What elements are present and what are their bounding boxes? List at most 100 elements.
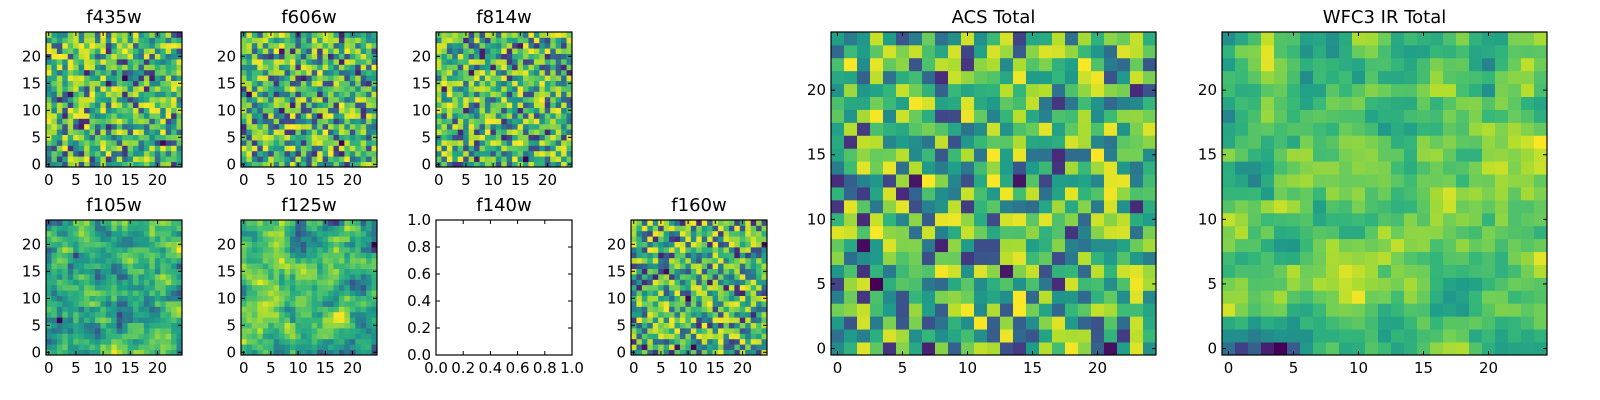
- x-tick-label: 20: [343, 359, 362, 377]
- heatmap-cell: [674, 268, 681, 275]
- heatmap-cell: [279, 32, 285, 38]
- heatmap-cell: [84, 274, 90, 280]
- heatmap-cell: [127, 295, 134, 302]
- heatmap-cell: [311, 274, 318, 280]
- heatmap-cell: [935, 290, 949, 304]
- heatmap-cell: [94, 140, 101, 146]
- heatmap-cell: [739, 279, 746, 286]
- heatmap-cell: [506, 80, 513, 87]
- heatmap-cell: [495, 42, 502, 49]
- heatmap-cell: [1521, 303, 1535, 317]
- heatmap-cell: [669, 349, 675, 356]
- heatmap-cell: [67, 150, 74, 157]
- heatmap-cell: [176, 279, 183, 286]
- heatmap-cell: [679, 274, 686, 280]
- heatmap-cell: [111, 230, 118, 237]
- heatmap-cell: [295, 113, 302, 119]
- heatmap-cell: [328, 301, 334, 307]
- heatmap-cell: [1039, 135, 1053, 149]
- heatmap-cell: [149, 263, 156, 269]
- heatmap-cell: [268, 252, 275, 259]
- heatmap-cell: [257, 37, 264, 44]
- heatmap-cell: [761, 252, 768, 259]
- heatmap-cell: [685, 338, 692, 345]
- heatmap-cell: [122, 279, 128, 286]
- heatmap-cell: [268, 53, 275, 60]
- heatmap-cell: [948, 122, 962, 136]
- heatmap-cell: [122, 236, 128, 242]
- heatmap-cell: [544, 156, 551, 162]
- heatmap-cell: [641, 247, 648, 253]
- heatmap-cell: [857, 187, 871, 201]
- heatmap-cell: [690, 290, 697, 296]
- heatmap-cell: [165, 91, 172, 98]
- heatmap-cell: [143, 102, 150, 108]
- heatmap-cell: [143, 279, 150, 286]
- heatmap-cell: [371, 306, 378, 313]
- heatmap-cell: [1326, 251, 1340, 265]
- heatmap-cell: [100, 252, 107, 259]
- heatmap-cell: [441, 32, 448, 38]
- heatmap-cell: [176, 69, 183, 76]
- heatmap-cell: [1430, 174, 1444, 188]
- heatmap-cell: [322, 107, 329, 114]
- heatmap-cell: [360, 118, 367, 125]
- heatmap-cell: [273, 306, 280, 313]
- heatmap-cell: [262, 96, 269, 103]
- heatmap-cell: [89, 42, 96, 49]
- heatmap-cell: [295, 295, 302, 302]
- heatmap-cell: [1417, 329, 1431, 343]
- heatmap-cell: [100, 107, 107, 114]
- heatmap-cell: [935, 264, 949, 278]
- heatmap-cell: [501, 37, 508, 44]
- heatmap-cell: [652, 306, 659, 313]
- heatmap-cell: [306, 220, 313, 226]
- heatmap-cell: [718, 338, 724, 345]
- heatmap-cell: [251, 91, 258, 98]
- heatmap-cell: [685, 247, 692, 253]
- heatmap-cell: [561, 129, 567, 135]
- heatmap-cell: [84, 247, 90, 253]
- heatmap-cell: [149, 129, 156, 135]
- heatmap-cell: [62, 301, 69, 307]
- heatmap-cell: [631, 306, 637, 313]
- heatmap-cell: [1078, 303, 1092, 317]
- heatmap-cell: [89, 64, 96, 71]
- heatmap-cell: [366, 263, 372, 269]
- heatmap-cell: [306, 279, 313, 286]
- heatmap-cell: [105, 53, 112, 60]
- heatmap-cell: [870, 225, 884, 240]
- heatmap-cell: [718, 274, 724, 280]
- heatmap-cell: [948, 342, 962, 356]
- heatmap-cell: [355, 236, 362, 242]
- heatmap-cell: [550, 161, 557, 168]
- heatmap-cell: [84, 107, 90, 114]
- heatmap-cell: [122, 333, 128, 340]
- heatmap-cell: [333, 344, 340, 350]
- heatmap-cell: [73, 328, 80, 334]
- heatmap-cell: [257, 333, 264, 340]
- heatmap-cell: [295, 236, 302, 242]
- heatmap-cell: [322, 150, 329, 157]
- heatmap-cell: [701, 252, 708, 259]
- heatmap-cell: [844, 277, 858, 291]
- heatmap-cell: [761, 311, 768, 318]
- heatmap-cell: [273, 53, 280, 60]
- heatmap-cell: [317, 161, 323, 168]
- heatmap-cell: [257, 322, 264, 329]
- heatmap-cell: [51, 145, 58, 152]
- heatmap-cell: [479, 75, 486, 81]
- heatmap-cell: [490, 118, 497, 125]
- heatmap-cell: [870, 70, 884, 85]
- heatmap-cell: [647, 236, 654, 242]
- heatmap-cell: [246, 59, 253, 65]
- heatmap-cell: [701, 257, 708, 264]
- heatmap-cell: [1000, 277, 1014, 291]
- heatmap-cell: [46, 91, 52, 98]
- heatmap-cell: [133, 290, 139, 296]
- heatmap-cell: [685, 344, 692, 350]
- heatmap-cell: [745, 225, 752, 232]
- heatmap-cell: [663, 220, 670, 226]
- heatmap-cell: [246, 113, 253, 119]
- heatmap-cell: [333, 247, 340, 253]
